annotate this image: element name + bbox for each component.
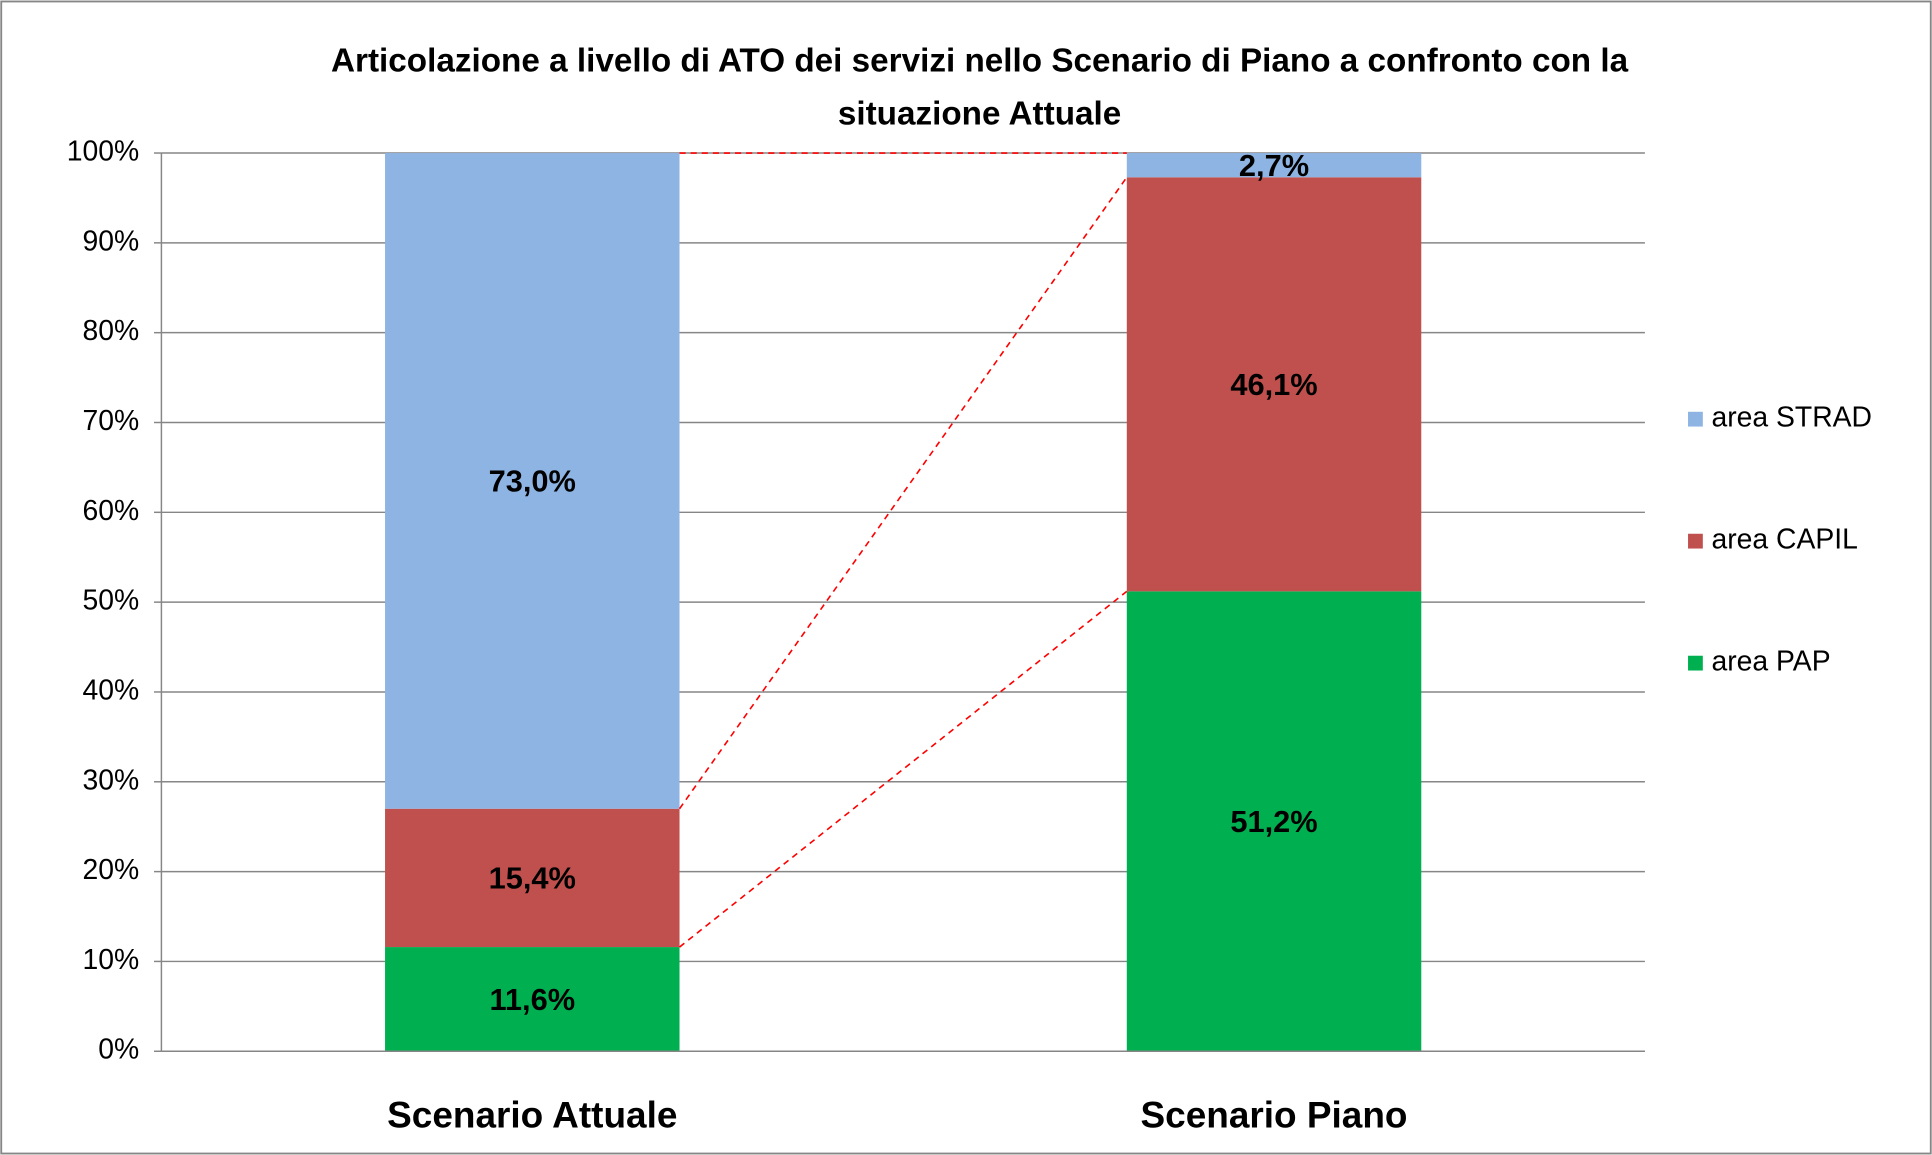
y-tick-label: 10% xyxy=(83,944,140,976)
y-tick-label: 80% xyxy=(83,315,140,347)
bar-segment xyxy=(1126,591,1422,1052)
data-label: 15,4% xyxy=(489,861,576,896)
data-label: 11,6% xyxy=(489,982,575,1017)
y-tick-label: 30% xyxy=(83,764,140,796)
data-label: 73,0% xyxy=(489,463,576,498)
y-tick-label: 70% xyxy=(83,405,140,437)
legend-swatch xyxy=(1688,533,1703,549)
bar-segment xyxy=(1126,177,1422,592)
y-tick-label: 20% xyxy=(83,854,140,886)
data-label: 46,1% xyxy=(1230,367,1317,402)
y-tick-label: 50% xyxy=(83,585,140,617)
y-tick-label: 100% xyxy=(67,136,139,168)
legend-swatch xyxy=(1688,411,1703,427)
y-tick-label: 60% xyxy=(83,495,140,527)
bar-segment xyxy=(385,947,680,1052)
legend-swatch xyxy=(1688,655,1703,671)
bar-segment xyxy=(1126,153,1422,178)
legend-label: area PAP xyxy=(1711,646,1830,678)
legend-label: area CAPIL xyxy=(1711,524,1857,556)
x-tick-label: Scenario Attuale xyxy=(387,1095,677,1136)
data-label: 51,2% xyxy=(1230,804,1317,839)
y-tick-label: 40% xyxy=(83,674,140,706)
bar-segment xyxy=(385,808,680,948)
y-tick-label: 0% xyxy=(98,1034,139,1066)
bar-segment xyxy=(385,153,680,809)
y-tick-label: 90% xyxy=(83,225,140,257)
connector xyxy=(678,176,1128,810)
title-box: Articolazione a livello di ATO dei servi… xyxy=(330,42,1629,133)
chart-title: Articolazione a livello di ATO dei servi… xyxy=(330,42,1629,133)
data-label: 2,7% xyxy=(1239,148,1309,183)
x-tick-label: Scenario Piano xyxy=(1141,1095,1408,1136)
legend-label: area STRAD xyxy=(1711,402,1872,434)
